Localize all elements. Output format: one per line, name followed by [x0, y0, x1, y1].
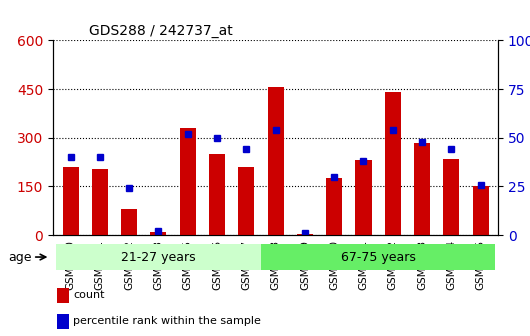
Text: age: age: [8, 251, 32, 263]
Text: GDS288 / 242737_at: GDS288 / 242737_at: [89, 24, 232, 38]
Bar: [180, 128, 196, 235]
Bar: [57, 313, 68, 329]
Bar: [209, 154, 225, 235]
Bar: [268, 87, 284, 235]
Bar: [121, 209, 137, 235]
Bar: [473, 186, 489, 235]
Bar: [151, 232, 166, 235]
Bar: [443, 159, 460, 235]
Bar: [326, 178, 342, 235]
Bar: [414, 143, 430, 235]
Text: count: count: [73, 291, 104, 300]
FancyBboxPatch shape: [261, 244, 495, 270]
Bar: [385, 92, 401, 235]
Text: 67-75 years: 67-75 years: [341, 251, 416, 263]
Bar: [238, 167, 254, 235]
FancyBboxPatch shape: [56, 244, 261, 270]
Bar: [356, 161, 372, 235]
Bar: [63, 167, 78, 235]
Text: percentile rank within the sample: percentile rank within the sample: [73, 316, 261, 326]
Bar: [297, 234, 313, 235]
Text: 21-27 years: 21-27 years: [121, 251, 196, 263]
Bar: [92, 169, 108, 235]
Bar: [57, 288, 68, 303]
